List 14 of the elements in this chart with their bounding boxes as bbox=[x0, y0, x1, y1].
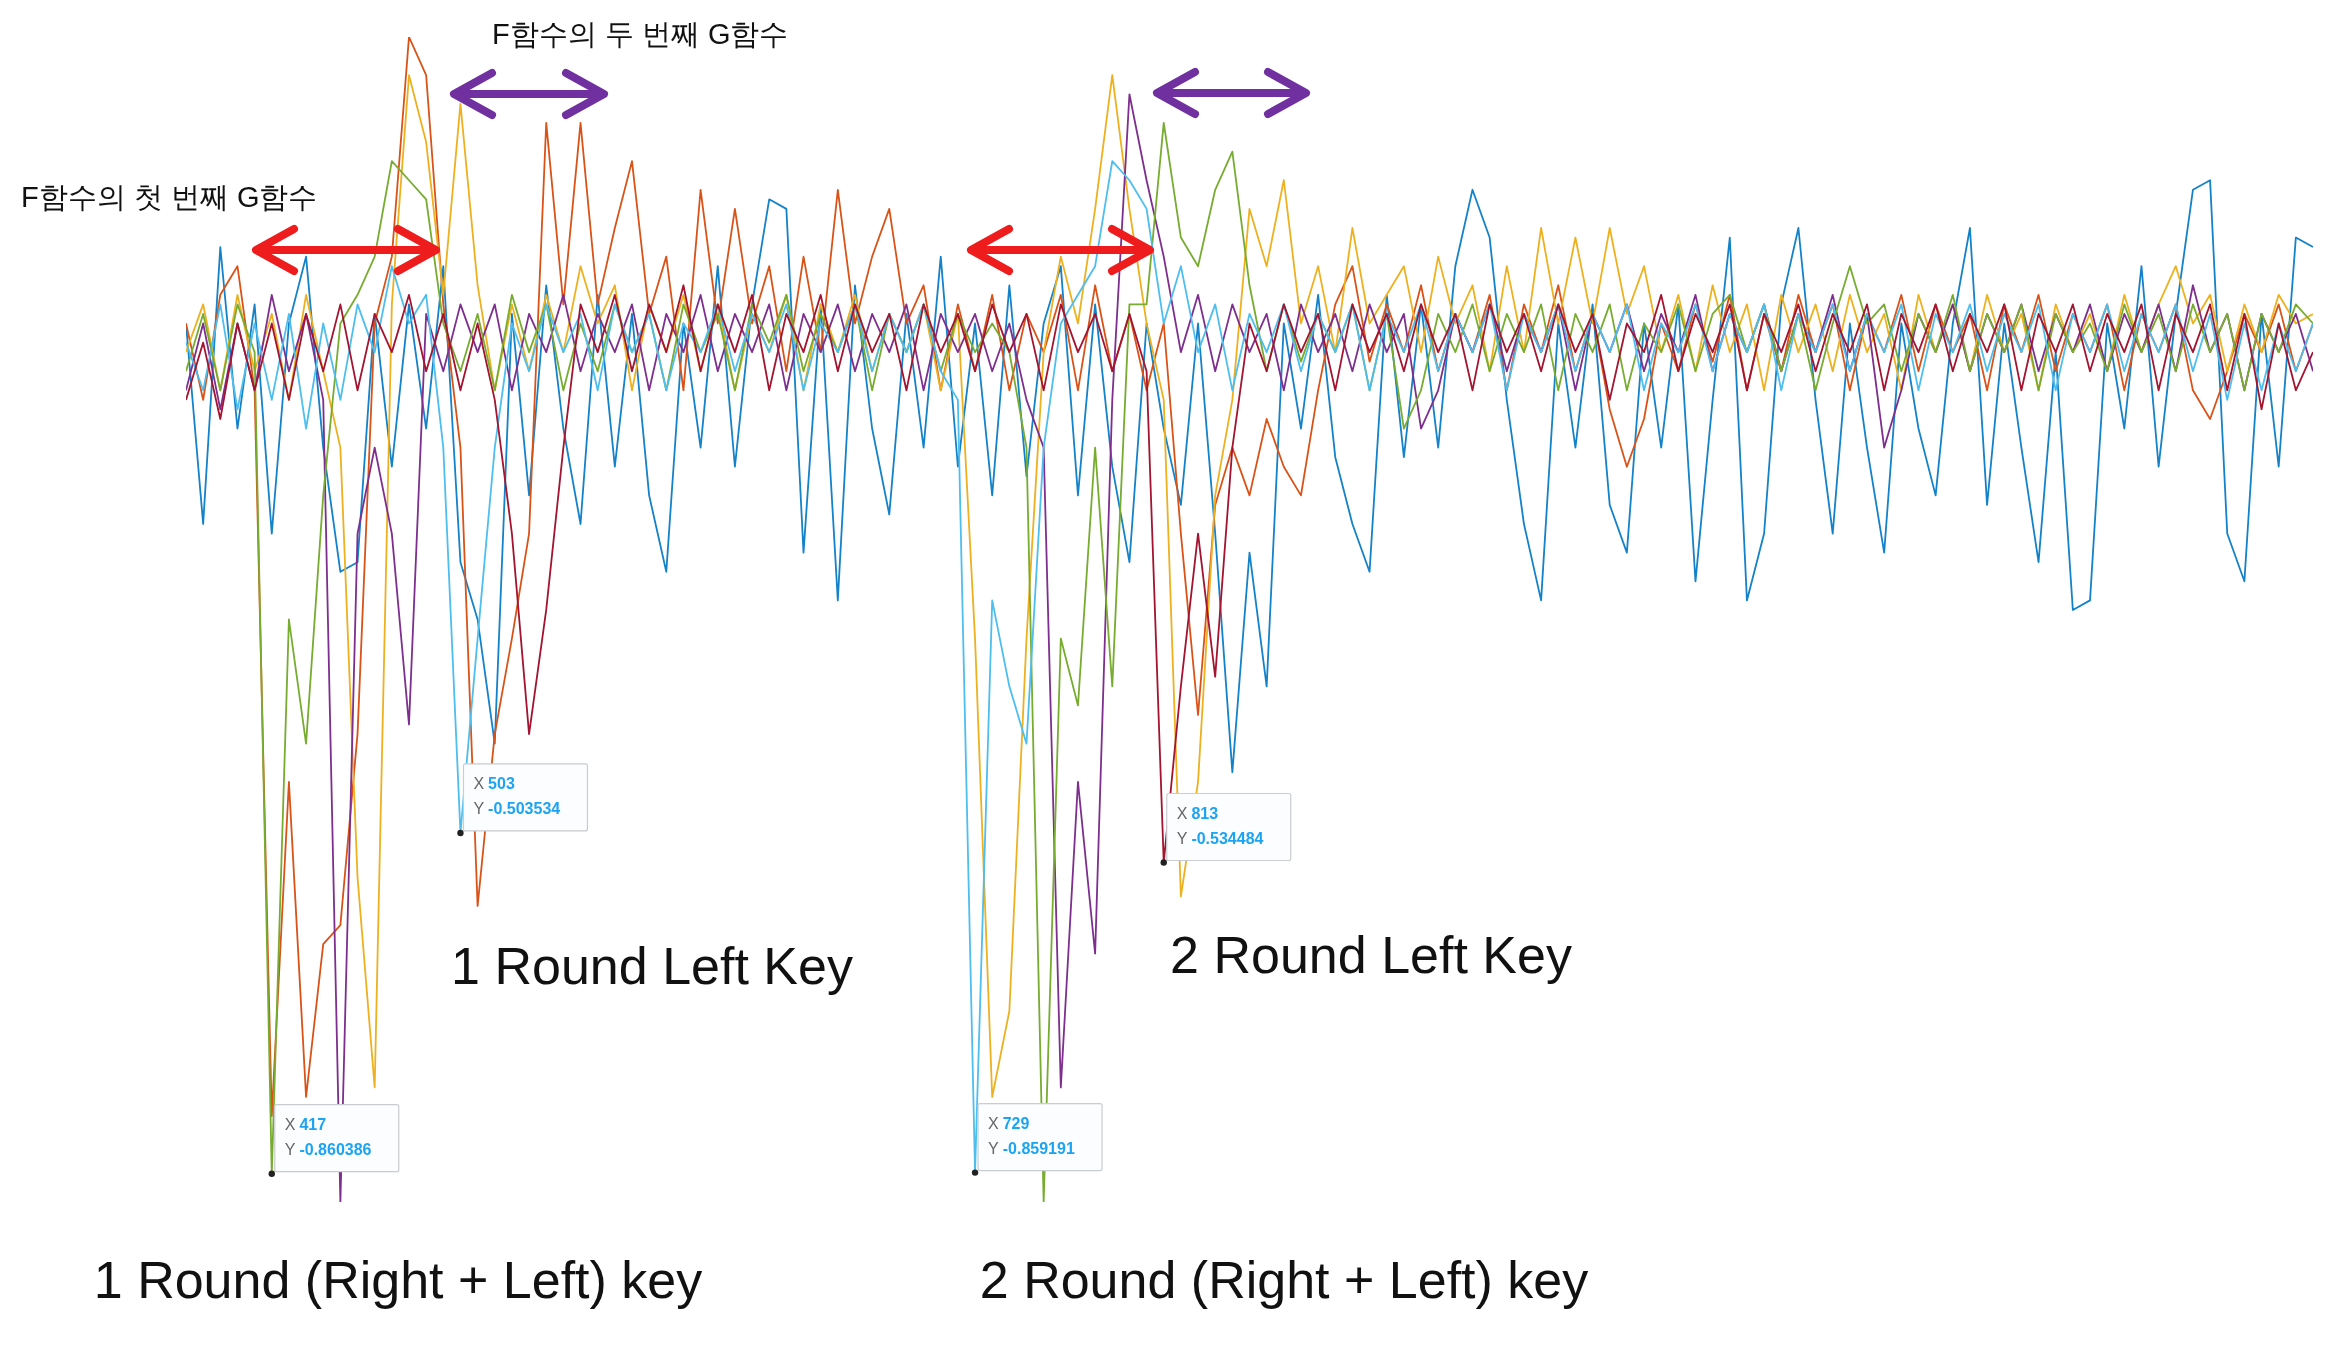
annotation: 2 Round Left Key bbox=[1170, 926, 1572, 984]
data-label: Y -0.860386 bbox=[284, 1140, 372, 1158]
annotation: X 813 bbox=[1176, 804, 1219, 822]
data-label: Y -0.859191 bbox=[988, 1139, 1075, 1157]
text: 2 Round (Right + Left) key bbox=[979, 1251, 1589, 1309]
data-label: Y -0.534484 bbox=[1176, 829, 1264, 847]
annotation: X 417 bbox=[284, 1115, 327, 1133]
annotation: 1 Round Left Key bbox=[451, 937, 853, 995]
data-label: Y -0.503534 bbox=[473, 799, 561, 817]
annotation: X 503 bbox=[473, 774, 515, 792]
annotation: F함수의 첫 번째 G함수 bbox=[21, 181, 318, 213]
annotation: F함수의 두 번째 G함수 bbox=[492, 18, 789, 50]
annotation: X 729 bbox=[988, 1114, 1030, 1132]
text: 1 Round (Right + Left) key bbox=[93, 1251, 703, 1309]
